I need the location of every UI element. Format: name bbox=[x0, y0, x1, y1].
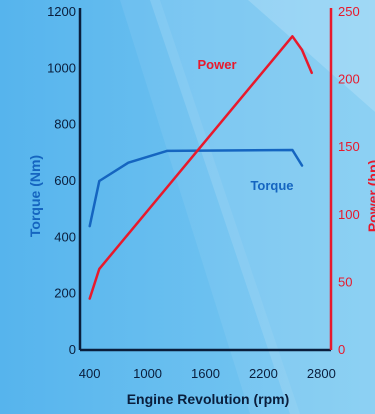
series-label-torque: Torque bbox=[250, 178, 293, 193]
light-beam bbox=[150, 0, 375, 414]
y-left-tick-label: 600 bbox=[54, 173, 76, 188]
y-left-tick-label: 800 bbox=[54, 117, 76, 132]
x-tick-label: 2800 bbox=[307, 366, 336, 381]
x-tick-label: 1000 bbox=[133, 366, 162, 381]
y-right-tick-label: 0 bbox=[338, 342, 345, 357]
y-right-tick-label: 150 bbox=[338, 139, 360, 154]
y-left-axis-title: Torque (Nm) bbox=[27, 155, 43, 237]
y-right-tick-label: 200 bbox=[338, 72, 360, 87]
series-line-power bbox=[88, 35, 313, 300]
y-left-tick-label: 1200 bbox=[47, 4, 76, 19]
light-beam bbox=[248, 0, 375, 112]
series-line-torque bbox=[88, 148, 304, 228]
y-left-tick-label: 1000 bbox=[47, 60, 76, 75]
y-left-tick-label: 0 bbox=[69, 342, 76, 357]
y-right-tick-label: 250 bbox=[338, 4, 360, 19]
y-right-axis-title: Power (hp) bbox=[365, 160, 375, 232]
y-left-tick-label: 200 bbox=[54, 286, 76, 301]
y-right-tick-label: 50 bbox=[338, 274, 352, 289]
x-axis-title: Engine Revolution (rpm) bbox=[127, 391, 290, 407]
light-beam bbox=[120, 0, 300, 414]
series-label-power: Power bbox=[197, 57, 236, 72]
x-tick-label: 400 bbox=[79, 366, 101, 381]
x-tick-label: 2200 bbox=[249, 366, 278, 381]
y-right-tick-label: 100 bbox=[338, 207, 360, 222]
y-left-tick-label: 400 bbox=[54, 229, 76, 244]
x-tick-label: 1600 bbox=[191, 366, 220, 381]
